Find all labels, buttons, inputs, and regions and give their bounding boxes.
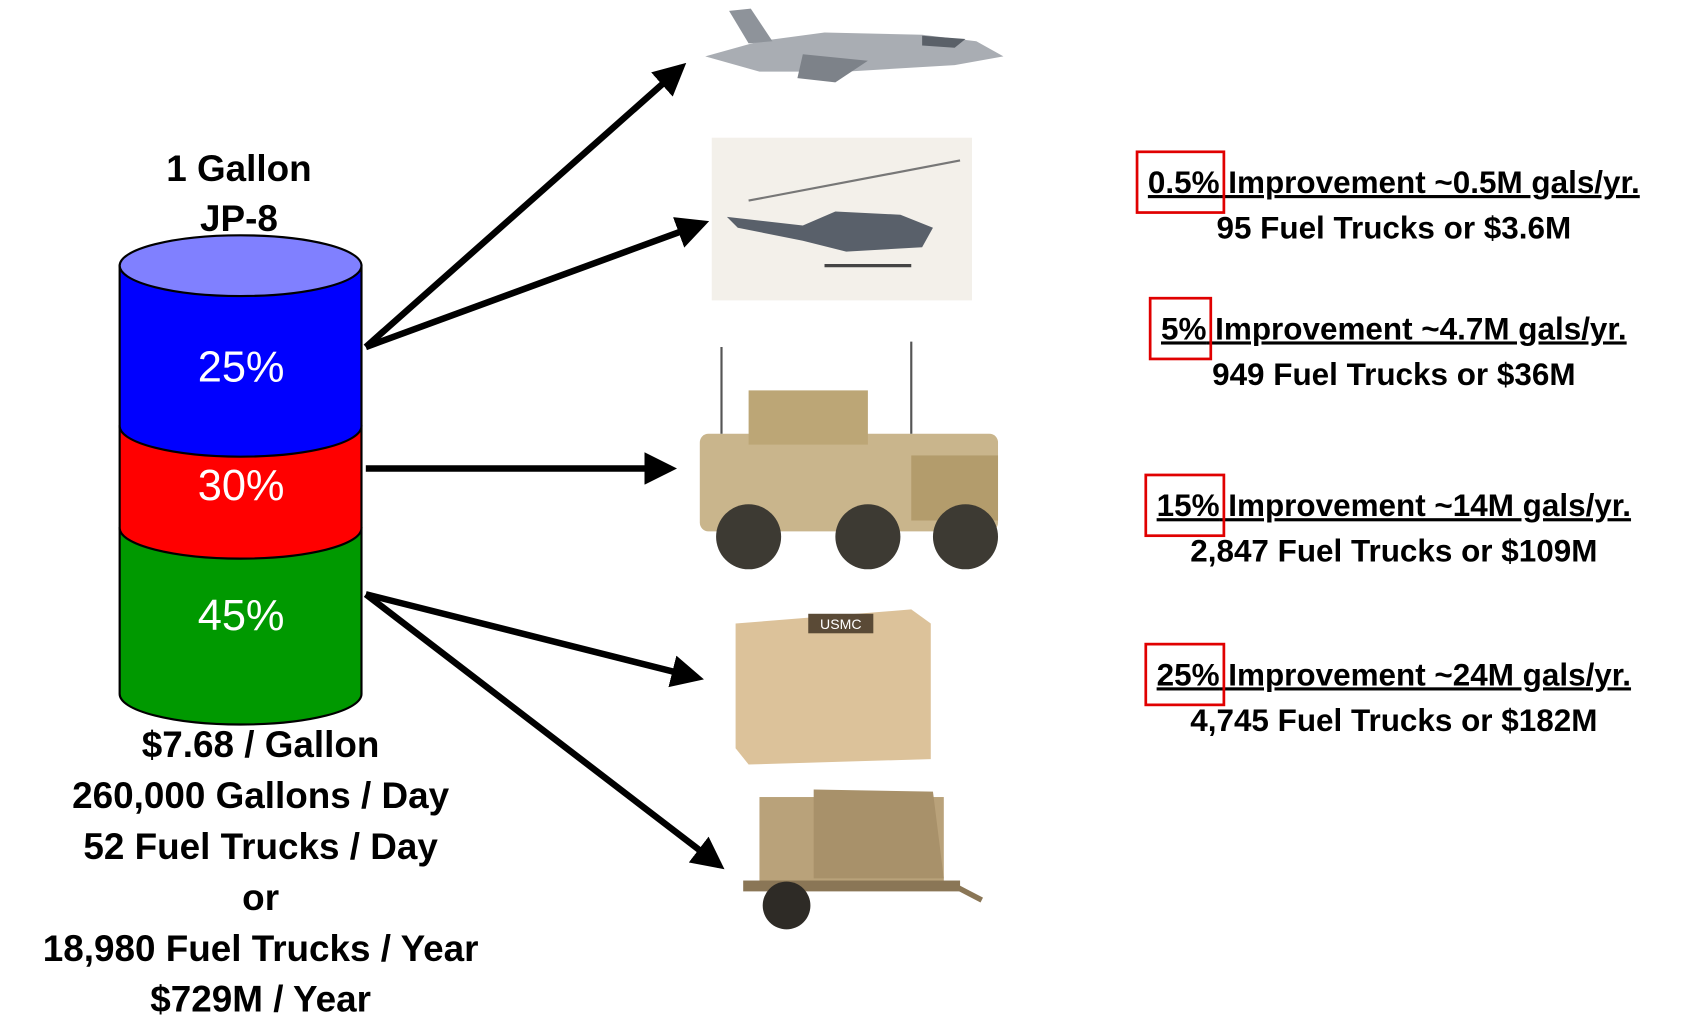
total-line: 52 Fuel Trucks / Day xyxy=(83,826,438,867)
total-line: 18,980 Fuel Trucks / Year xyxy=(43,928,479,969)
diagram: 1 Gallon JP-8 25% 30% 45% xyxy=(0,0,1700,1015)
segment-label: 45% xyxy=(198,592,285,640)
jet-image xyxy=(705,9,1003,83)
improvement-percent: 5% xyxy=(1161,311,1206,346)
improvement-detail: 2,847 Fuel Trucks or $109M xyxy=(1190,534,1597,569)
svg-text:USMC: USMC xyxy=(820,616,861,632)
arrows xyxy=(366,67,720,865)
improvement-text: Improvement ~24M gals/yr. xyxy=(1220,657,1631,692)
improvement-detail: 949 Fuel Trucks or $36M xyxy=(1212,357,1575,392)
improvement-percent: 0.5% xyxy=(1148,165,1220,200)
improvement-percent: 15% xyxy=(1157,488,1220,523)
header-line: JP-8 xyxy=(200,198,278,239)
page: {"header": {"line1": "1 Gallon", "line2"… xyxy=(0,0,1700,1015)
helicopter-image xyxy=(712,138,972,301)
generator-image: USMC xyxy=(736,609,931,764)
trailer-image xyxy=(743,789,982,929)
total-line: $7.68 / Gallon xyxy=(142,724,380,765)
improvement-text: Improvement ~0.5M gals/yr. xyxy=(1220,165,1640,200)
improvements: 0.5% Improvement ~0.5M gals/yr. 95 Fuel T… xyxy=(1137,152,1640,738)
total-line: 260,000 Gallons / Day xyxy=(72,775,449,816)
vehicle-image xyxy=(700,342,998,570)
improvement-percent: 25% xyxy=(1157,657,1220,692)
improvement-text: Improvement ~14M gals/yr. xyxy=(1220,488,1631,523)
total-line: $729M / Year xyxy=(150,979,371,1015)
segment-label: 25% xyxy=(198,344,285,392)
header-line: 1 Gallon xyxy=(166,148,311,189)
improvement-detail: 4,745 Fuel Trucks or $182M xyxy=(1190,703,1597,738)
segment-label: 30% xyxy=(198,462,285,510)
improvement-text: Improvement ~4.7M gals/yr. xyxy=(1206,311,1626,346)
total-line: or xyxy=(242,877,279,918)
improvement-detail: 95 Fuel Trucks or $3.6M xyxy=(1216,211,1571,246)
